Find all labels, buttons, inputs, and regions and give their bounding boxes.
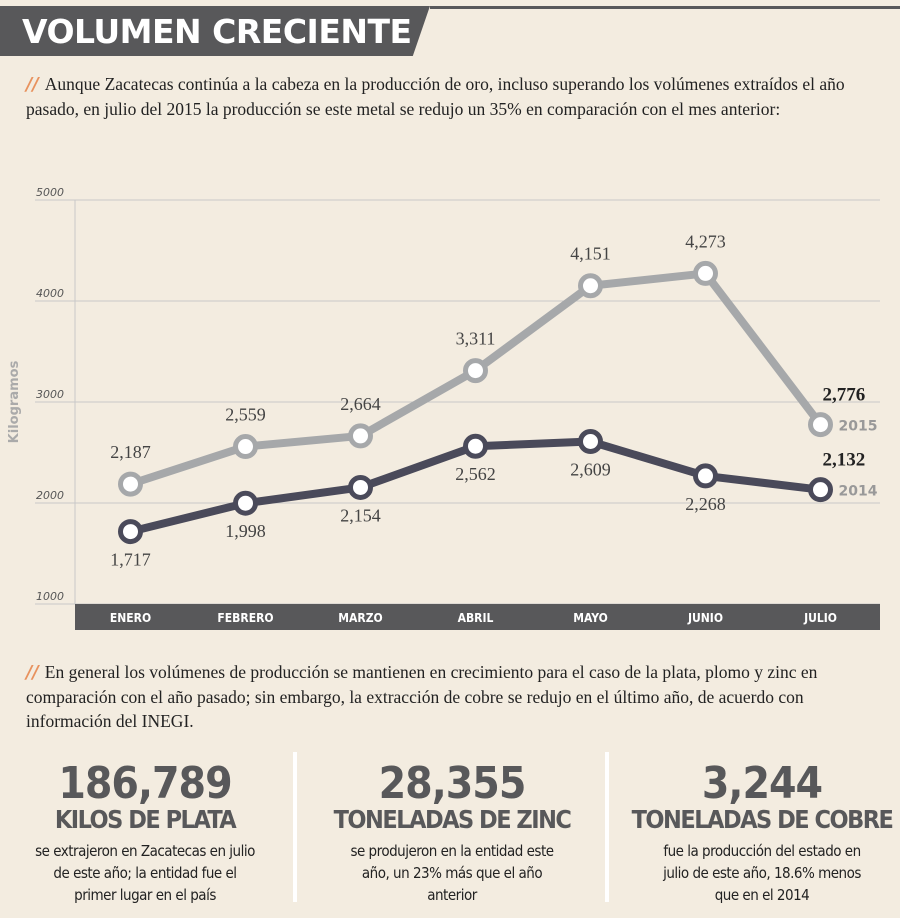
body-text: En general los volúmenes de producción s… [26, 662, 818, 731]
stat-label: KILOS DE PLATA [54, 805, 237, 834]
stat-label: TONELADAS DE ZINC [333, 805, 572, 834]
title: VOLUMEN CRECIENTE [22, 12, 412, 51]
stat: 28,355 TONELADAS DE ZINC se produjeron en … [312, 762, 592, 906]
point [693, 260, 718, 286]
value-label: 1,998 [225, 521, 266, 541]
value-label: 3,311 [456, 329, 496, 349]
stat-text: se produjeron en la entidad este año, un… [350, 842, 554, 904]
point [808, 477, 833, 503]
value-label: 2,132 [823, 450, 866, 471]
x-tick-label: JUNIO [687, 611, 723, 625]
x-tick-label: MARZO [338, 611, 382, 625]
y-axis-label: Kilogramos [7, 360, 22, 443]
y-tick-label: 5000 [36, 186, 64, 199]
point [693, 463, 718, 489]
section-mark: // [26, 75, 39, 95]
value-label: 2,609 [570, 459, 611, 479]
x-tick-label: ABRIL [458, 611, 494, 625]
x-tick-label: JULIO [803, 611, 837, 625]
separator [605, 752, 609, 902]
x-tick-label: MAYO [573, 611, 608, 625]
value-label: 2,559 [225, 405, 266, 425]
y-tick-label: 2000 [36, 489, 64, 502]
value-label: 2,154 [340, 505, 381, 525]
y-tick-label: 3000 [36, 388, 64, 401]
point [808, 412, 833, 438]
value-label: 2,268 [685, 494, 726, 514]
stat-number: 28,355 [378, 758, 527, 809]
series-name: 2015 [839, 419, 878, 435]
intro-text: Aunque Zacatecas continúa a la cabeza en… [26, 74, 845, 119]
point [348, 474, 373, 500]
header-line [430, 6, 900, 9]
stat-text: fue la producción del estado en julio de… [663, 842, 861, 904]
point [118, 519, 143, 545]
value-label: 1,717 [110, 550, 151, 570]
body: //En general los volúmenes de producción… [26, 660, 886, 733]
point [233, 434, 258, 460]
point [463, 433, 488, 459]
point [463, 358, 488, 384]
stat-number: 3,244 [701, 758, 823, 809]
value-label: 4,151 [570, 244, 611, 264]
stat-label: TONELADAS DE COBRE [631, 805, 894, 834]
value-label: 2,187 [110, 442, 151, 462]
value-label: 2,562 [455, 464, 496, 484]
point [578, 273, 603, 299]
value-label: 2,664 [340, 394, 381, 414]
value-label: 4,273 [685, 231, 726, 251]
stat: 186,789 KILOS DE PLATA se extrajeron en Za… [5, 762, 285, 906]
y-tick-label: 4000 [36, 287, 64, 300]
x-tick-label: ENERO [110, 611, 151, 625]
y-tick-label: 1000 [36, 590, 64, 603]
stat-text: se extrajeron en Zacatecas en julio de e… [35, 842, 255, 904]
point [233, 490, 258, 516]
x-axis-bar [75, 604, 880, 630]
point [578, 428, 603, 454]
point [118, 471, 143, 497]
intro: //Aunque Zacatecas continúa a la cabeza … [26, 72, 886, 121]
section-mark: // [26, 663, 39, 683]
point [348, 423, 373, 449]
separator [293, 752, 297, 902]
stat-number: 186,789 [58, 758, 232, 809]
value-label: 2,776 [823, 385, 866, 406]
stat: 3,244 TONELADAS DE COBRE fue la producción… [622, 762, 900, 906]
x-tick-label: FEBRERO [217, 611, 273, 625]
series-name: 2014 [839, 484, 878, 500]
header: VOLUMEN CRECIENTE [0, 6, 430, 56]
